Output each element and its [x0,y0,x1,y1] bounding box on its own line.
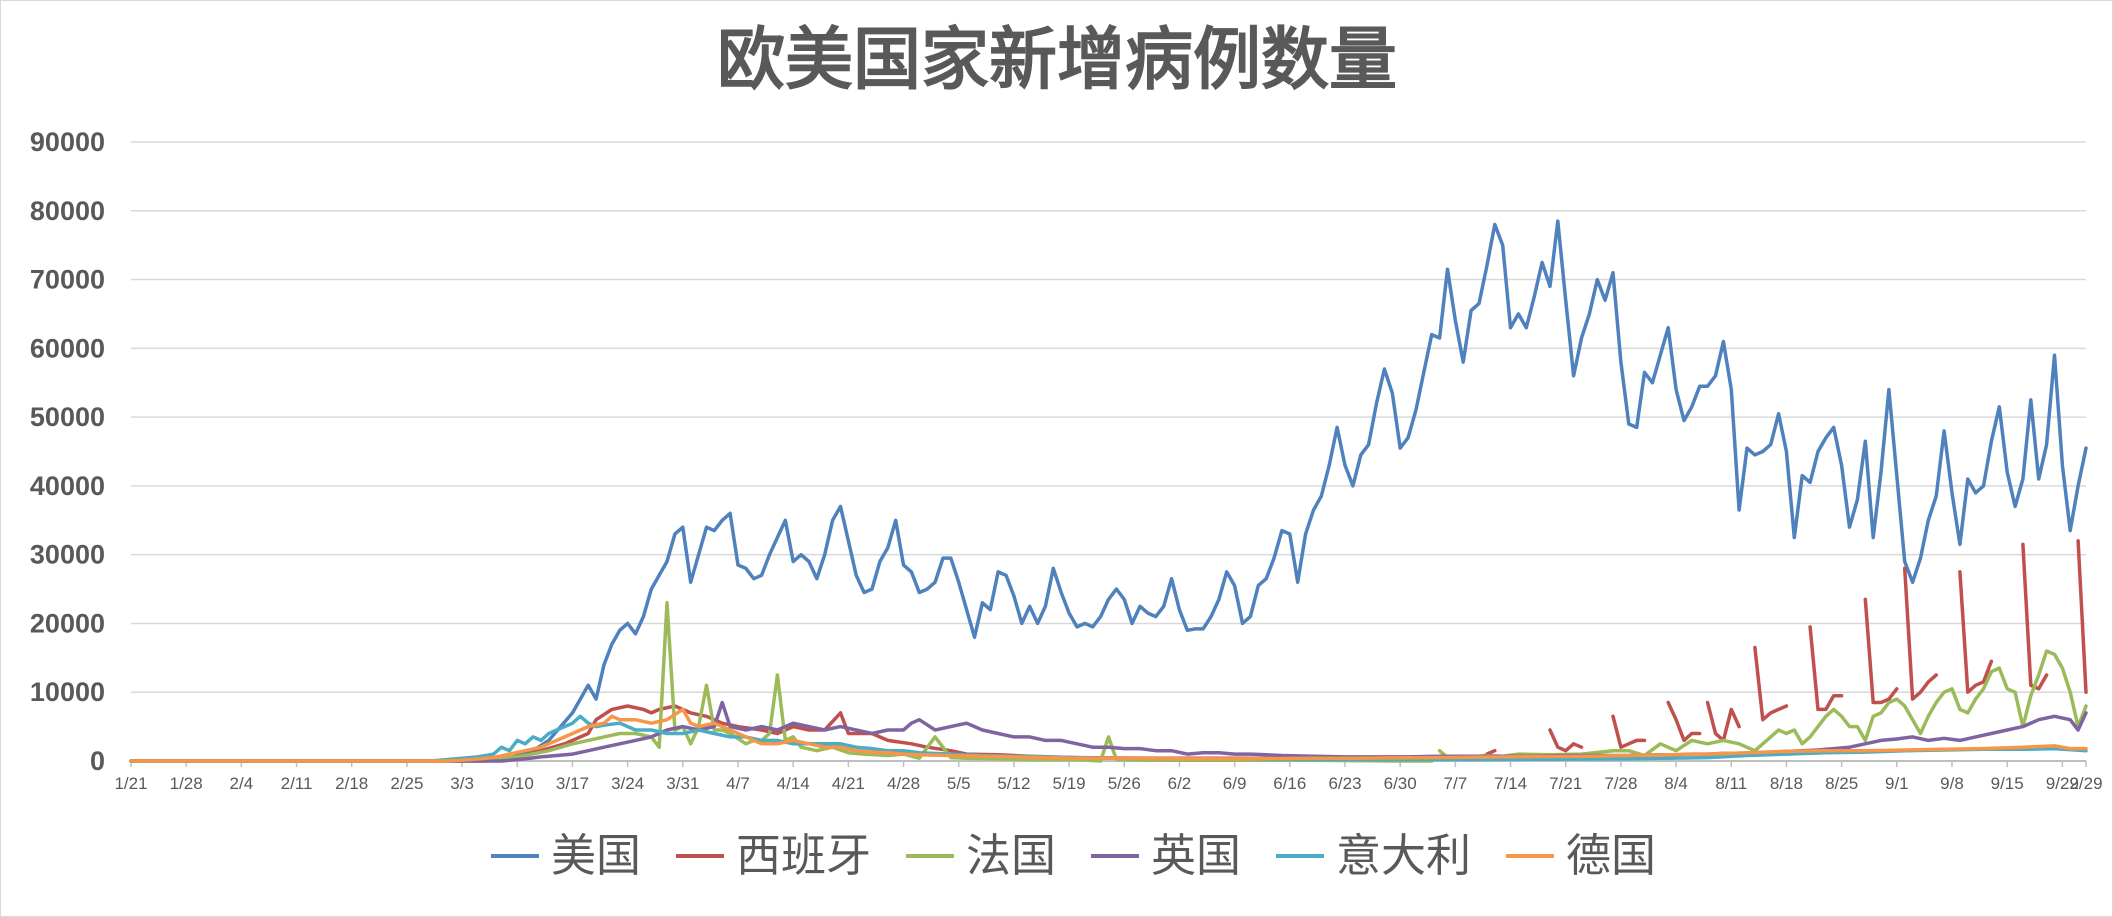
series-line [1902,566,1938,701]
x-tick-label: 6/16 [1273,774,1306,793]
x-tick-label: 2/11 [281,774,313,793]
series-line [2076,539,2088,694]
x-tick-label: 4/14 [777,774,810,793]
y-tick-label: 30000 [30,540,105,570]
y-tick-label: 90000 [30,127,105,157]
x-tick-label: 4/28 [887,774,920,793]
series-line [1666,700,1702,743]
x-tick-label: 6/2 [1168,774,1192,793]
x-tick-label: 8/11 [1715,774,1747,793]
x-tick-label: 8/4 [1664,774,1688,793]
x-tick-label: 2/4 [230,774,254,793]
series-line [1863,597,1899,705]
x-tick-label: 7/21 [1549,774,1582,793]
x-tick-label: 1/28 [170,774,203,793]
x-tick-label: 9/8 [1940,774,1964,793]
series-line [1548,728,1584,753]
series-line [129,700,2088,763]
series-line [1808,625,1844,712]
series-line [1705,700,1741,743]
x-tick-label: 4/7 [726,774,750,793]
legend-label: 西班牙 [736,829,871,882]
gridlines [131,141,2086,762]
x-tick-label: 5/19 [1053,774,1086,793]
series-line [129,704,1552,763]
legend-label: 法国 [966,829,1056,882]
x-tick-label: 5/12 [997,774,1030,793]
series-line [129,219,2088,763]
x-tick-label: 6/30 [1384,774,1417,793]
series-line [1611,714,1647,749]
x-tick-label: 6/9 [1223,774,1247,793]
x-tick-label: 9/1 [1885,774,1909,793]
series-line [1753,645,1789,722]
legend-label: 英国 [1151,829,1241,882]
x-tick-label: 5/5 [947,774,971,793]
y-tick-label: 60000 [30,333,105,363]
x-tick-label: 8/25 [1825,774,1858,793]
y-axis-ticks: 0 10000 20000 30000 40000 50000 60000 70000 8000… [30,127,105,776]
y-tick-label: 70000 [30,265,105,295]
series-line [129,707,2088,763]
y-tick-label: 80000 [30,196,105,226]
x-tick-label: 7/14 [1494,774,1527,793]
x-tick-label: 2/25 [390,774,423,793]
x-tick-label: 3/17 [556,774,589,793]
x-axis-ticks: 1/21 1/28 2/4 2/11 2/18 2/25 3/3 3/10 3/17 3/24 3/… [114,761,2103,793]
legend-label: 意大利 [1336,829,1471,882]
series-6 [129,707,2088,763]
x-tick-label: 3/3 [450,774,474,793]
y-tick-label: 40000 [30,471,105,501]
x-tick-label: 4/21 [832,774,865,793]
y-tick-label: 50000 [30,402,105,432]
legend-label: 美国 [551,829,641,882]
series-lines [129,219,2088,763]
y-tick-label: 0 [90,746,105,776]
x-tick-label: 8/18 [1770,774,1803,793]
x-tick-label: 9/15 [1991,774,2024,793]
x-tick-label: 5/26 [1108,774,1141,793]
y-tick-label: 10000 [30,677,105,707]
series-line [1485,748,1497,756]
chart-title: 欧美国家新增病例数量 [717,21,1397,100]
series-4 [129,700,2088,763]
series-1 [129,219,2088,763]
x-tick-label: 3/10 [501,774,534,793]
x-tick-label: 9/29 [2069,774,2102,793]
x-tick-label: 3/24 [611,774,644,793]
x-tick-label: 2/18 [335,774,368,793]
legend: 美国 西班牙 法国 英国 意大利 德国 [491,829,1656,882]
series-3 [129,601,2088,763]
series-2 [129,539,2088,763]
x-tick-label: 7/7 [1444,774,1468,793]
x-tick-label: 7/28 [1604,774,1637,793]
x-tick-label: 9/22 [2046,774,2079,793]
series-line [1958,570,1994,694]
x-tick-label: 6/23 [1328,774,1361,793]
x-tick-label: 3/31 [666,774,699,793]
x-tick-label: 1/21 [114,774,147,793]
series-line [129,601,1434,763]
legend-label: 德国 [1566,829,1656,882]
y-tick-label: 20000 [30,608,105,638]
